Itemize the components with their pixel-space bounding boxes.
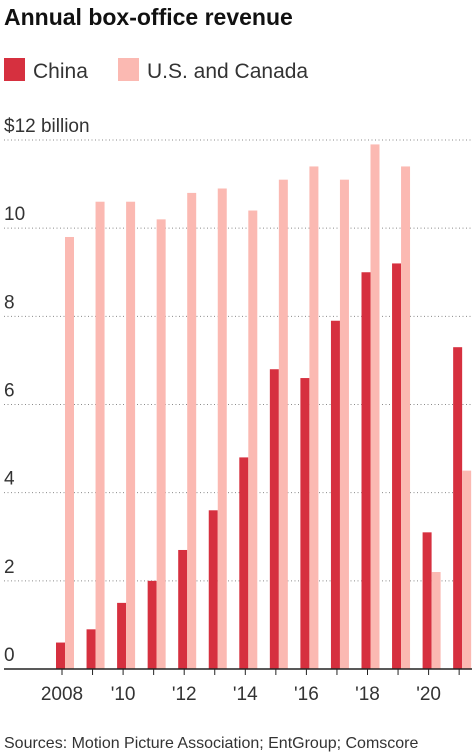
x-tick-label: '14	[233, 684, 258, 705]
chart-title: Annual box-office revenue	[4, 4, 293, 30]
bar-us-canada-2018	[370, 144, 380, 670]
bar-us-canada-2009	[95, 201, 105, 669]
y-tick-label: 10	[4, 204, 25, 225]
bar-us-canada-2011	[156, 219, 166, 669]
legend-item-us-canada: U.S. and Canada	[118, 58, 308, 83]
bars	[56, 144, 472, 670]
bar-us-canada-2019	[401, 166, 411, 669]
x-tick-label: '20	[416, 684, 441, 705]
bar-china-2011	[147, 580, 157, 669]
bar-china-2019	[392, 263, 402, 669]
y-tick-label: 0	[4, 645, 15, 666]
x-axis: 2008 '10 '12 '14 '16 '18 '20	[4, 668, 472, 705]
bar-china-2014	[239, 457, 249, 669]
bar-china-2012	[178, 549, 188, 669]
bar-china-2021	[453, 347, 463, 669]
y-axis-tick-labels: 0 2 4 6 8 10 $12 billion	[4, 116, 90, 666]
bar-china-2016	[300, 378, 310, 669]
x-tick-label: 2008	[41, 684, 83, 705]
legend-swatch-china	[4, 58, 25, 81]
bar-china-2009	[86, 629, 96, 669]
legend-swatch-us-canada	[118, 58, 139, 81]
bar-china-2015	[269, 369, 279, 669]
source-note: Sources: Motion Picture Association; Ent…	[4, 735, 419, 752]
x-tick-label: '10	[111, 684, 136, 705]
bar-china-2010	[117, 602, 127, 669]
y-tick-label: $12 billion	[4, 116, 90, 137]
bar-us-canada-2013	[217, 188, 227, 669]
y-tick-label: 2	[4, 557, 15, 578]
bar-us-canada-2014	[248, 210, 258, 670]
x-tick-label: '16	[294, 684, 319, 705]
legend: China U.S. and Canada	[4, 58, 308, 83]
bar-us-canada-2016	[309, 166, 319, 669]
bar-us-canada-2020	[431, 572, 441, 669]
y-tick-label: 6	[4, 381, 15, 402]
bar-us-canada-2015	[278, 179, 288, 670]
x-tick-label: '18	[355, 684, 380, 705]
bar-china-2013	[208, 510, 218, 669]
bar-china-2018	[361, 272, 371, 669]
bar-us-canada-2008	[65, 236, 74, 669]
gridlines	[4, 139, 472, 582]
bar-us-canada-2012	[187, 192, 197, 669]
y-tick-label: 4	[4, 469, 15, 490]
x-tick-label: '12	[172, 684, 197, 705]
legend-item-china: China	[4, 58, 88, 83]
bar-china-2008	[56, 642, 65, 669]
legend-label-china: China	[33, 60, 88, 83]
bar-us-canada-2021	[462, 470, 472, 669]
legend-label-us-canada: U.S. and Canada	[147, 60, 308, 83]
y-tick-label: 8	[4, 292, 15, 313]
bar-us-canada-2017	[339, 179, 349, 670]
bar-china-2020	[422, 532, 432, 669]
bar-china-2017	[330, 320, 340, 669]
bar-us-canada-2010	[126, 201, 136, 669]
